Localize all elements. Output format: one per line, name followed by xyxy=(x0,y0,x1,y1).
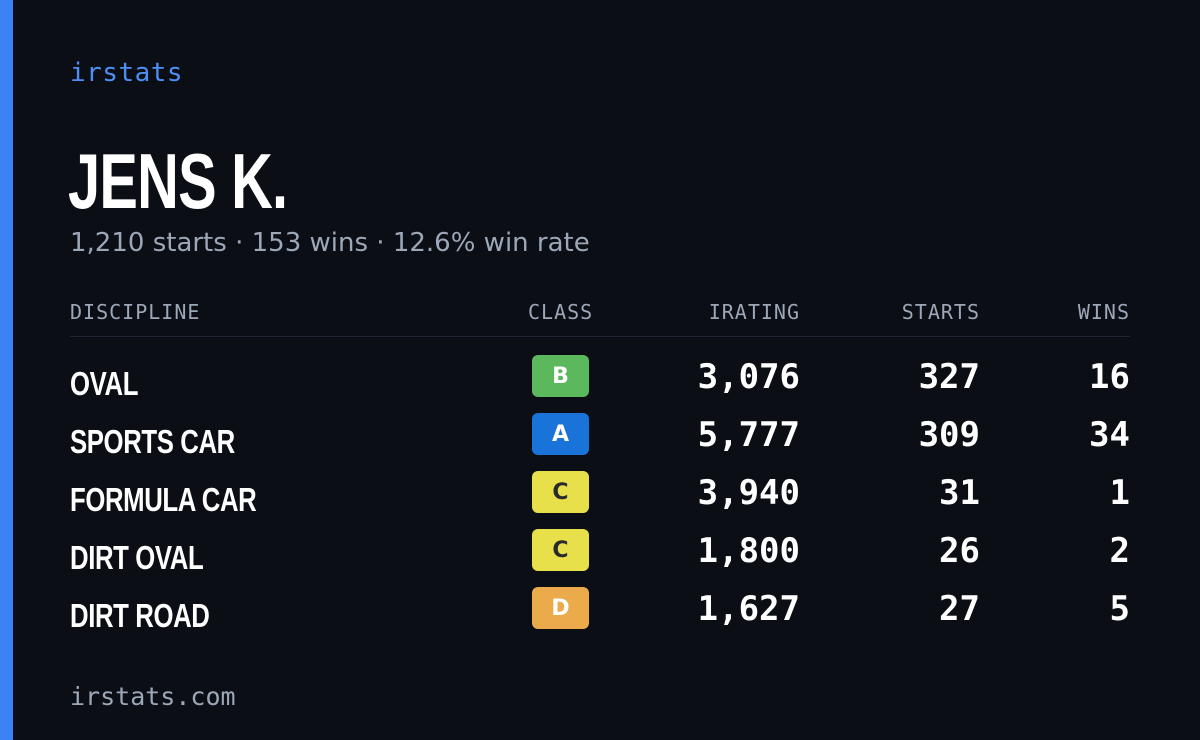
driver-name: JENS K. xyxy=(68,137,288,225)
irating-value: 3,076 xyxy=(697,357,800,397)
table-row: DIRT ROAD D 1,627 27 5 xyxy=(70,587,1130,645)
discipline-name: OVAL xyxy=(70,365,139,402)
header-discipline: DISCIPLINE xyxy=(70,300,201,324)
header-class: CLASS xyxy=(528,300,594,324)
starts-count: 1,210 starts xyxy=(70,228,227,258)
wins-count: 153 wins xyxy=(251,228,369,258)
class-badge: B xyxy=(532,355,589,397)
driver-summary: 1,210 starts · 153 wins · 12.6% win rate xyxy=(70,228,590,258)
class-badge: C xyxy=(532,529,589,571)
footer-url[interactable]: irstats.com xyxy=(70,682,236,711)
wins-value: 2 xyxy=(1109,531,1130,571)
class-badge: A xyxy=(532,413,589,455)
discipline-name: FORMULA CAR xyxy=(70,481,257,518)
discipline-name: DIRT OVAL xyxy=(70,539,204,576)
separator: · xyxy=(235,228,244,258)
brand-logo[interactable]: irstats xyxy=(70,58,184,88)
class-badge: D xyxy=(532,587,589,629)
table-row: OVAL B 3,076 327 16 xyxy=(70,355,1130,413)
wins-value: 5 xyxy=(1109,589,1130,629)
wins-value: 1 xyxy=(1109,473,1130,513)
table-body: OVAL B 3,076 327 16 SPORTS CAR A 5,777 3… xyxy=(70,355,1130,645)
irating-value: 3,940 xyxy=(697,473,800,513)
table-row: SPORTS CAR A 5,777 309 34 xyxy=(70,413,1130,471)
header-wins: WINS xyxy=(1077,300,1130,324)
accent-bar xyxy=(0,0,13,740)
stats-table: DISCIPLINE CLASS IRATING STARTS WINS OVA… xyxy=(70,300,1130,634)
discipline-name: DIRT ROAD xyxy=(70,597,210,634)
table-row: DIRT OVAL C 1,800 26 2 xyxy=(70,529,1130,587)
win-rate: 12.6% win rate xyxy=(392,228,590,258)
wins-value: 34 xyxy=(1089,415,1130,455)
class-badge: C xyxy=(532,471,589,513)
starts-value: 309 xyxy=(918,415,980,455)
irating-value: 5,777 xyxy=(697,415,800,455)
starts-value: 327 xyxy=(918,357,980,397)
header-irating: IRATING xyxy=(708,300,800,324)
header-starts: STARTS xyxy=(901,300,980,324)
table-row: FORMULA CAR C 3,940 31 1 xyxy=(70,471,1130,529)
starts-value: 31 xyxy=(939,473,980,513)
starts-value: 26 xyxy=(939,531,980,571)
table-header: DISCIPLINE CLASS IRATING STARTS WINS xyxy=(70,300,1130,337)
starts-value: 27 xyxy=(939,589,980,629)
discipline-name: SPORTS CAR xyxy=(70,423,235,460)
irating-value: 1,627 xyxy=(697,589,800,629)
wins-value: 16 xyxy=(1089,357,1130,397)
separator: · xyxy=(376,228,385,258)
irating-value: 1,800 xyxy=(697,531,800,571)
